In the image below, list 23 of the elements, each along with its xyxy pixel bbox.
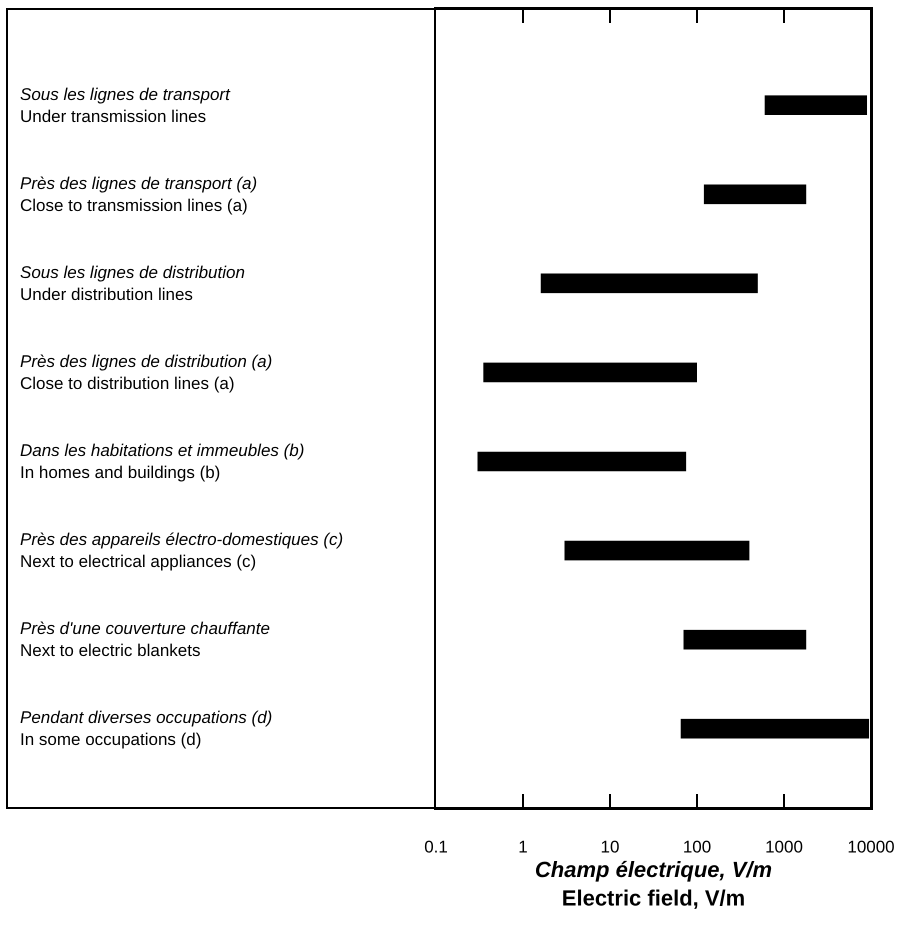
bar xyxy=(483,362,697,382)
bar xyxy=(684,630,806,650)
bar xyxy=(478,452,686,472)
x-tick-label: 0.1 xyxy=(424,837,448,856)
x-axis-title: Champ électrique, V/m Electric field, V/m xyxy=(534,856,772,910)
y-tick-label: Près des appareils électro-domestiques (c) Next to electrical appliances (c) xyxy=(20,530,344,572)
y-tick-label: Sous les lignes de transport Under transmission lines xyxy=(20,85,232,126)
bar xyxy=(764,95,868,115)
y-tick-label: Près des lignes de transport (a) Close to transmission lines (a) xyxy=(20,174,258,216)
x-tick-label: 100 xyxy=(682,837,712,856)
x-tick-label: 1 xyxy=(518,837,528,856)
x-tick-label: 10 xyxy=(600,837,620,856)
bar xyxy=(540,274,758,294)
y-tick-label: Près d'une couverture chauffante Next to electric blankets xyxy=(20,619,270,660)
x-tick-label: 1000 xyxy=(765,837,803,856)
bar xyxy=(564,540,750,560)
bar xyxy=(704,184,806,204)
x-tick-label: 10000 xyxy=(847,837,895,856)
bar xyxy=(680,718,870,739)
y-tick-label: Pendant diverses occupations (d) In some occupations (d) xyxy=(20,708,272,750)
y-tick-label: Près des lignes de distribution (a) Close to distribution lines (a) xyxy=(20,352,272,394)
y-tick-label: Sous les lignes de distribution Under distribution lines xyxy=(20,263,245,304)
y-tick-label: Dans les habitations et immeubles (b) In homes and buildings (b) xyxy=(20,441,304,482)
